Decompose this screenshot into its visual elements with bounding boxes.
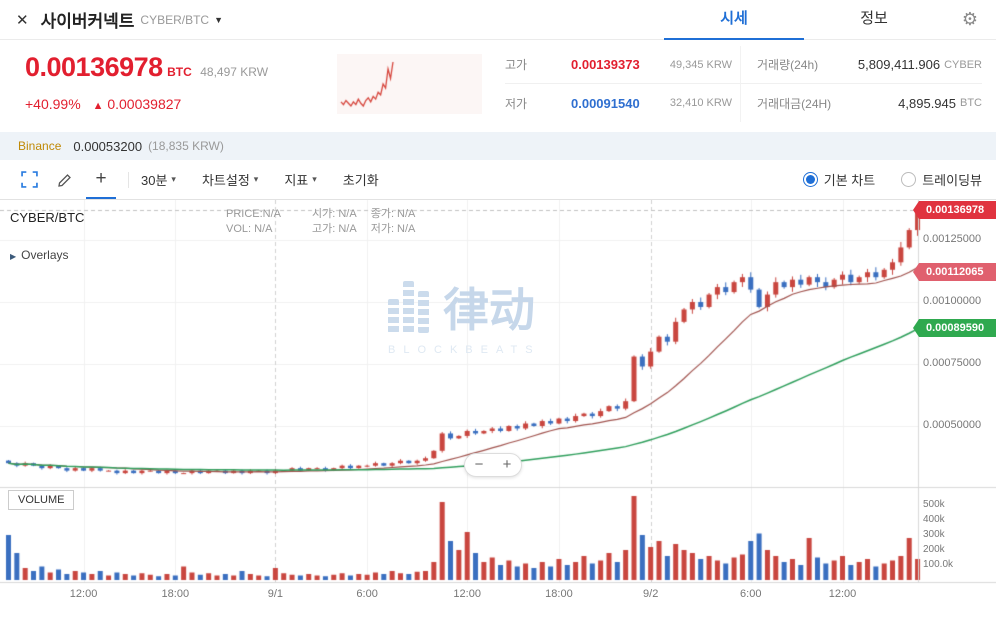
zoom-control: − + — [464, 453, 522, 477]
add-indicator-icon[interactable]: + — [86, 161, 116, 199]
time-axis-label: 9/1 — [267, 588, 284, 600]
triangle-right-icon: ▶ — [10, 252, 17, 261]
current-price: 0.00136978 BTC 48,497 KRW — [25, 52, 268, 83]
low-value: 0.00091540 — [571, 95, 640, 111]
tab-info[interactable]: 정보 — [860, 9, 888, 27]
stat-high: 고가 0.00139373 49,345 KRW — [505, 46, 740, 84]
mini-sparkline — [337, 54, 482, 114]
tradingview-radio[interactable]: 트레이딩뷰 — [901, 170, 982, 189]
price-change: +40.99% ▲ 0.00039827 — [25, 96, 181, 112]
volume-section-label: VOLUME — [8, 490, 75, 510]
close-icon[interactable]: ✕ — [16, 11, 29, 29]
ma-short-price-tag: 0.00112065 — [913, 263, 996, 282]
radio-selected-icon — [802, 172, 818, 187]
header-left: ✕ 사이버커넥트 CYBER/BTC ▼ — [0, 7, 223, 32]
tab-market[interactable]: 시세 — [664, 0, 804, 40]
time-axis-label: 12:00 — [453, 588, 481, 600]
fullscreen-icon[interactable] — [14, 161, 44, 199]
change-value: 0.00039827 — [107, 96, 182, 112]
price-value: 0.00136978 — [25, 52, 163, 82]
time-axis-label: 9/2 — [643, 588, 659, 600]
time-axis-label: 12:00 — [828, 588, 857, 600]
stats-table: 고가 0.00139373 49,345 KRW 거래량(24h) 5,809,… — [505, 46, 982, 122]
zoom-in-button[interactable]: + — [502, 456, 512, 473]
volume-value: 5,809,411.906 — [857, 57, 941, 72]
pencil-icon[interactable] — [50, 161, 80, 199]
caret-down-icon: ▾ — [253, 174, 259, 184]
amount-value: 4,895.945 — [898, 95, 956, 111]
price-axis-label: 0.00100000 — [923, 295, 982, 307]
info-price: PRICE:N/A — [226, 208, 282, 220]
toolbar-divider — [128, 171, 129, 188]
price-axis-label: 0.00125000 — [923, 233, 982, 245]
high-krw: 49,345 KRW — [669, 58, 732, 71]
interval-dropdown[interactable]: 30분 ▾ — [141, 173, 176, 188]
info-vol: VOL: N/A — [226, 223, 273, 235]
caret-down-icon: ▾ — [312, 174, 317, 184]
reset-button[interactable]: 초기화 — [342, 173, 379, 188]
high-value: 0.00139373 — [571, 57, 640, 72]
low-label: 저가 — [505, 96, 528, 111]
binance-reference-bar: Binance 0.00053200 (18,835 KRW) — [0, 132, 996, 160]
price-axis-label: 0.00050000 — [923, 419, 982, 431]
indicators-dropdown[interactable]: 지표 ▾ — [284, 173, 317, 188]
price-unit: BTC — [167, 65, 192, 79]
volume-axis-label: 200k — [923, 544, 945, 555]
price-axis-label: 0.00075000 — [923, 357, 982, 369]
chart-settings-dropdown[interactable]: 차트설정 ▾ — [201, 173, 259, 188]
price-chart-canvas[interactable] — [0, 200, 996, 610]
time-axis-label: 6:00 — [356, 588, 378, 600]
volume-unit: CYBER — [944, 58, 982, 71]
high-label: 고가 — [505, 58, 528, 72]
chart-area: CYBER/BTC PRICE:N/A 시가: N/A 종가: N/A VOL: N… — [0, 200, 996, 610]
amount-label: 거래대금(24H) — [757, 96, 832, 111]
gear-icon[interactable]: ⚙ — [961, 9, 979, 29]
arrow-up-icon: ▲ — [92, 100, 104, 112]
price-krw: 48,497 KRW — [200, 65, 269, 79]
sparkline-canvas — [337, 54, 482, 114]
caret-down-icon: ▾ — [171, 174, 176, 184]
binance-price: 0.00053200 — [73, 138, 143, 154]
chart-toolbar: + 30분 ▾ 차트설정 ▾ 지표 ▾ 초기화 기본 차트 트레이딩뷰 — [0, 160, 996, 200]
volume-axis-label: 400k — [923, 514, 945, 525]
volume-axis-label: 300k — [923, 529, 945, 540]
header: ✕ 사이버커넥트 CYBER/BTC ▼ 시세 정보 ⚙ — [0, 0, 996, 40]
page-title: 사이버커넥트 — [40, 12, 135, 31]
time-axis-label: 18:00 — [161, 588, 190, 600]
chart-mode-switch: 기본 차트 트레이딩뷰 — [777, 170, 982, 189]
info-low: 저가: N/A — [370, 223, 416, 235]
binance-label: Binance — [18, 139, 62, 153]
volume-label: 거래량(24h) — [757, 58, 819, 72]
pair-symbol: CYBER/BTC — [140, 12, 210, 27]
info-close: 종가: N/A — [370, 208, 416, 220]
time-axis-label: 6:00 — [740, 588, 762, 600]
info-high: 고가: N/A — [312, 223, 357, 235]
stat-amount: 거래대금(24H) 4,895.945 BTC — [740, 84, 982, 122]
amount-unit: BTC — [960, 97, 982, 109]
volume-axis-label: 500k — [923, 499, 945, 510]
chart-pair-label: CYBER/BTC — [10, 210, 85, 225]
low-krw: 32,410 KRW — [669, 97, 732, 109]
info-open: 시가: N/A — [312, 208, 357, 220]
zoom-out-button[interactable]: − — [474, 456, 484, 473]
volume-axis-label: 100.0k — [923, 559, 954, 570]
change-percent: +40.99% — [25, 96, 81, 112]
price-panel: 0.00136978 BTC 48,497 KRW +40.99% ▲ 0.00… — [0, 40, 996, 132]
overlays-toggle[interactable]: ▶ Overlays — [10, 248, 69, 262]
radio-unselected-icon — [901, 172, 917, 187]
stat-low: 저가 0.00091540 32,410 KRW — [505, 84, 740, 122]
time-axis-label: 12:00 — [69, 588, 98, 600]
chevron-down-icon[interactable]: ▼ — [214, 14, 224, 25]
ma-long-price-tag: 0.00089590 — [913, 318, 996, 337]
header-tabs: 시세 정보 — [664, 0, 944, 40]
time-axis-label: 18:00 — [545, 588, 573, 600]
current-price-tag: 0.00136978 — [913, 201, 996, 220]
stat-volume: 거래량(24h) 5,809,411.906 CYBER — [740, 46, 982, 84]
basic-chart-radio[interactable]: 기본 차트 — [802, 170, 875, 189]
binance-krw: (18,835 KRW) — [148, 139, 224, 153]
ohlc-info: PRICE:N/A 시가: N/A 종가: N/A VOL: N/A 고가: N/A 저… — [226, 207, 443, 237]
